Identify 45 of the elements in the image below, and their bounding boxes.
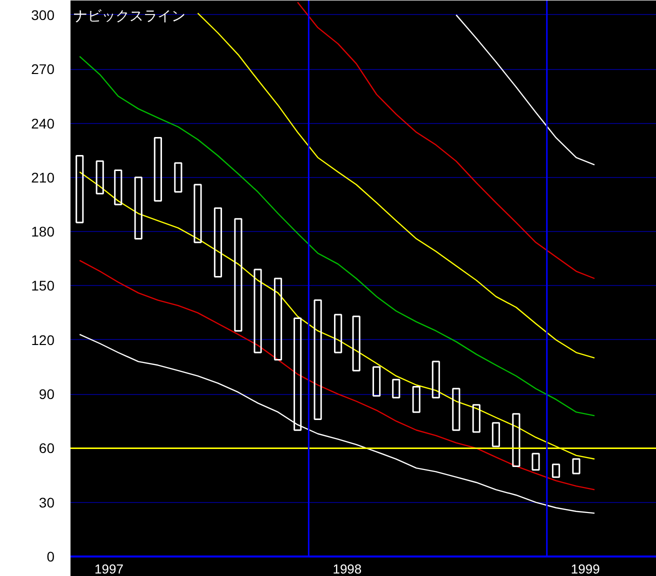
bar [392, 378, 400, 398]
y-tick-label: 30 [38, 494, 55, 510]
bar [352, 316, 360, 372]
line-series [197, 12, 596, 359]
bar [114, 169, 122, 206]
bar [214, 207, 222, 278]
y-tick-label: 60 [38, 440, 55, 456]
line-series [296, 2, 596, 280]
bar [552, 464, 560, 478]
line-series [456, 14, 596, 166]
y-tick-label: 90 [38, 386, 55, 402]
bar [76, 154, 84, 224]
y-tick-label: 300 [31, 6, 55, 23]
bar [194, 184, 202, 244]
bar [334, 314, 342, 354]
y-tick-label: 240 [31, 115, 55, 132]
bar [314, 299, 322, 420]
text: ナビックスライン [74, 8, 186, 24]
bar [412, 386, 420, 413]
y-tick-label: 210 [31, 169, 55, 186]
bar [532, 452, 540, 471]
bar [274, 278, 282, 360]
bar [234, 218, 242, 332]
x-tick-label: 1999 [570, 562, 600, 576]
bar [452, 388, 460, 431]
bar [432, 360, 440, 398]
bar [174, 162, 182, 193]
bar [572, 458, 580, 474]
line-series [79, 260, 596, 490]
y-tick-label: 120 [31, 332, 55, 348]
y-tick-label: 180 [31, 224, 55, 240]
bar [512, 413, 520, 467]
x-tick-label: 1997 [94, 562, 124, 576]
bar [254, 268, 262, 354]
line-series [79, 56, 596, 416]
bar [96, 160, 104, 194]
y-tick-label: 150 [31, 278, 55, 294]
bar [472, 404, 480, 433]
bar [372, 366, 381, 397]
bar [134, 176, 142, 240]
bar [154, 136, 162, 202]
bar [492, 422, 500, 448]
y-tick-label: 0 [46, 548, 55, 564]
y-tick-label: 270 [31, 61, 55, 78]
x-tick-label: 1998 [332, 562, 362, 576]
